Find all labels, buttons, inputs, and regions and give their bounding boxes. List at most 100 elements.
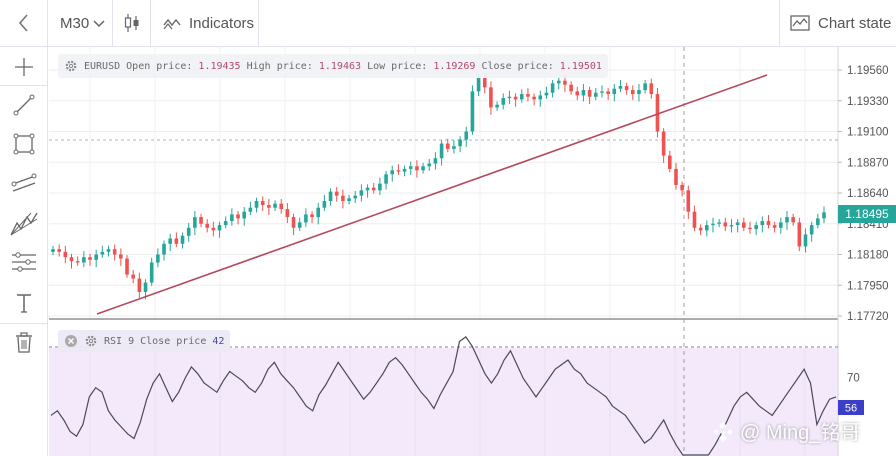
candle: [353, 190, 358, 204]
candle-body: [489, 87, 493, 108]
candle-body: [273, 203, 277, 208]
candle-body: [809, 225, 814, 235]
current-price-label: 1.18495: [845, 207, 889, 221]
measure-tool[interactable]: [0, 242, 47, 282]
interval-selector[interactable]: M30: [48, 0, 113, 46]
chart-state-button[interactable]: Chart state: [779, 0, 896, 46]
candle: [785, 211, 789, 230]
chevron-left-icon: [18, 14, 28, 32]
candle-body: [556, 80, 561, 84]
candle: [538, 90, 543, 107]
candle-body: [211, 227, 216, 231]
candle-body: [507, 96, 512, 99]
candle: [526, 88, 530, 102]
candle-body: [334, 191, 339, 196]
candle-body: [439, 143, 444, 159]
indicators-icon: [163, 18, 181, 30]
rectangle-icon: [13, 133, 34, 155]
candle-body: [563, 80, 567, 85]
candle: [723, 217, 728, 232]
candle: [698, 224, 703, 236]
parallel-channel-tool[interactable]: [0, 163, 47, 203]
candle-body: [692, 211, 697, 228]
candle: [223, 216, 228, 229]
candle: [668, 150, 672, 173]
candle: [291, 213, 296, 236]
candle-body: [816, 218, 820, 226]
price-tick-label: 1.18870: [847, 157, 889, 169]
candle-body: [723, 222, 728, 227]
candle: [705, 220, 709, 237]
candle: [112, 244, 117, 261]
candlestick-icon: [124, 14, 138, 32]
candle: [137, 272, 142, 298]
candle-body: [143, 282, 148, 292]
candle-body: [735, 222, 740, 226]
gear-icon[interactable]: [64, 59, 78, 73]
candle-body: [285, 209, 290, 218]
price-tick-label: 1.18640: [847, 188, 889, 200]
rectangle-tool[interactable]: [0, 124, 47, 164]
candle: [501, 93, 506, 110]
candle: [495, 101, 499, 111]
text-tool[interactable]: [0, 283, 47, 323]
candle: [316, 203, 321, 225]
fib-tool[interactable]: [0, 204, 47, 244]
gear-icon[interactable]: [84, 334, 98, 348]
candle-body: [347, 198, 351, 202]
candle: [779, 217, 783, 234]
candle: [470, 85, 475, 135]
trash-icon: [15, 332, 32, 353]
indicators-label: Indicators: [189, 14, 255, 32]
candles: [51, 73, 826, 300]
candle: [236, 211, 240, 225]
indicators-button[interactable]: Indicators: [151, 0, 259, 46]
chart-type-button[interactable]: [113, 0, 151, 46]
crosshair-tool[interactable]: [0, 47, 47, 87]
candle-body: [168, 238, 172, 244]
rsi-label: RSI 9 Close price: [104, 335, 207, 347]
candle: [637, 84, 641, 102]
candle: [507, 90, 512, 105]
candle: [439, 140, 444, 166]
candle: [458, 136, 462, 153]
candle-body: [711, 223, 715, 226]
candle-body: [618, 86, 623, 89]
back-button[interactable]: [0, 0, 48, 46]
close-circle-icon[interactable]: [64, 334, 78, 348]
candle: [267, 199, 271, 216]
candle-body: [760, 221, 765, 226]
candle: [674, 162, 678, 190]
candle: [606, 88, 610, 101]
candle: [390, 165, 395, 182]
candle: [427, 158, 432, 171]
candle: [242, 207, 247, 226]
candle-body: [705, 225, 709, 231]
candle-body: [482, 78, 487, 88]
candle-body: [668, 155, 672, 169]
current-price-badge: 1.18495: [838, 205, 896, 223]
candle-body: [661, 131, 666, 156]
candle-body: [137, 278, 142, 292]
candle: [452, 140, 456, 154]
candle-body: [581, 90, 586, 96]
candle: [618, 80, 623, 93]
candle-body: [365, 187, 370, 191]
candle-body: [359, 190, 364, 196]
candle-body: [754, 225, 758, 230]
candle: [803, 228, 808, 253]
candle: [359, 184, 364, 202]
interval-label: M30: [60, 14, 90, 32]
candle: [661, 128, 666, 163]
candle-body: [655, 94, 660, 132]
delete-drawings-button[interactable]: [0, 323, 47, 363]
candle: [680, 181, 684, 197]
candle: [254, 197, 259, 213]
trend-line-tool[interactable]: [0, 85, 47, 125]
chart-state-label: Chart state: [818, 14, 892, 32]
chevron-down-icon: [93, 20, 105, 28]
candle: [279, 199, 284, 214]
candle-body: [267, 205, 271, 208]
trend-line[interactable]: [96, 74, 768, 315]
